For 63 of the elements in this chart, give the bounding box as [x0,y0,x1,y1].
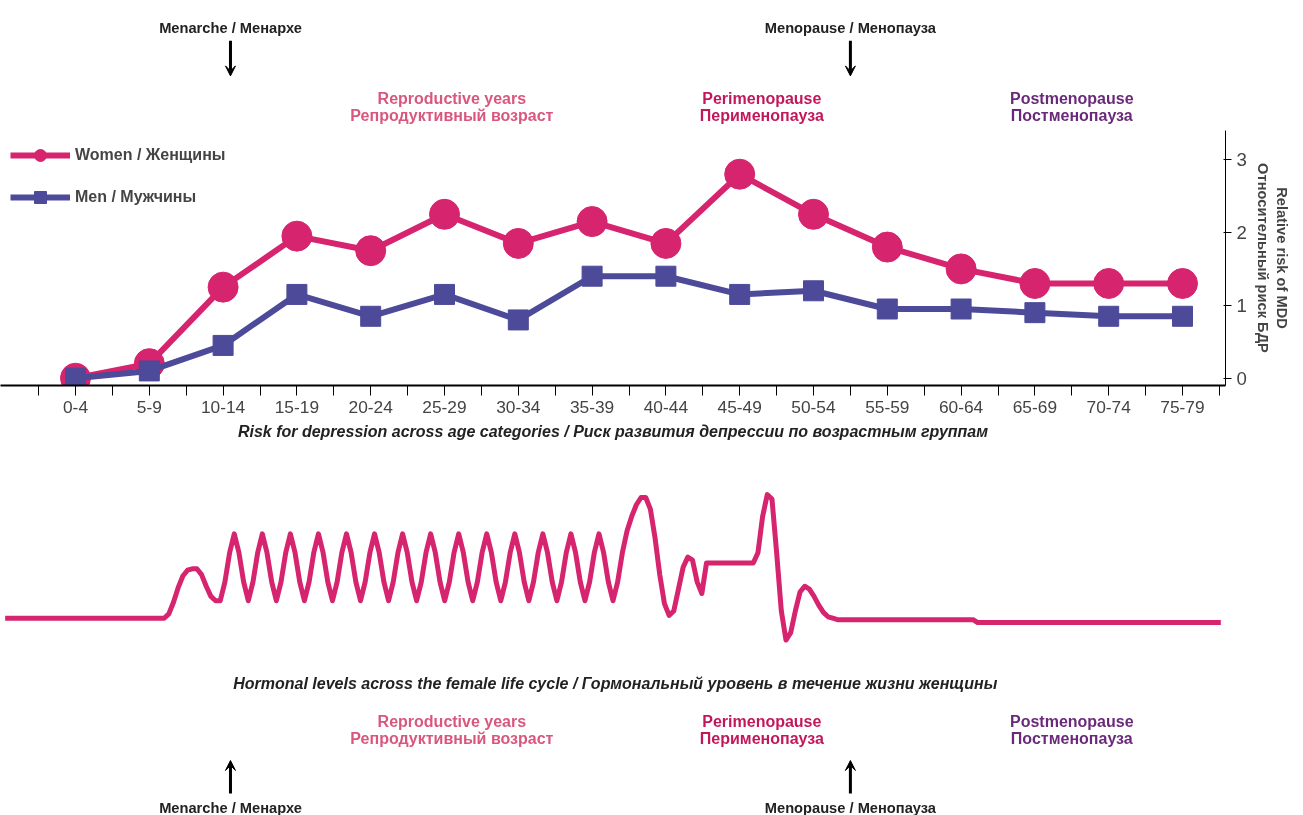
point [1024,302,1046,324]
x-tick-label: 60-64 [938,396,984,417]
legend-label: Men / Мужчины [75,188,197,206]
text: Hormonal levels across the female life cycle / Гормональный уровень в течение жизни женщины [233,675,998,693]
point [429,198,460,230]
x-tick-label: 55-59 [865,396,910,417]
x-tick-label: 10-14 [200,396,246,417]
y-tick-label: 1 [1236,294,1247,316]
x-tick-label: 65-69 [1012,396,1058,417]
x-tick-label: 35-39 [569,396,615,417]
point [207,271,239,303]
x-tick-label: 45-49 [717,396,762,417]
text: Menarche / Менархе [159,799,302,815]
point [950,298,972,320]
x-tick-label: 50-54 [791,396,837,417]
point [945,253,977,285]
text: Menopause / Менопауза [764,799,937,815]
x-tick-label: 70-74 [1086,396,1132,417]
x-tick-label: 75-79 [1160,396,1205,417]
text: Reproductive years Репродуктивный возраст [350,90,554,125]
point [655,265,677,287]
point [355,235,387,267]
point [286,283,308,305]
text: Postmenopause Постменопауза [1010,90,1134,125]
text: Perimenopause Перименопауза [699,712,824,747]
point [1098,305,1120,327]
point [724,158,756,190]
point [1167,268,1198,299]
x-tick-label: 25-29 [422,396,467,417]
x-tick-label: 40-44 [643,396,689,417]
point [581,265,603,287]
point [212,334,234,356]
point [1019,268,1051,299]
point [650,227,682,259]
y-axis-title: Relative risk of MDD Относительный риск БДР [1254,163,1291,354]
point [803,280,824,302]
text: Risk for depression across age categories / Риск развития депрессии по возрастным группам [237,422,989,440]
point [434,283,455,305]
point [876,298,898,320]
point [360,305,382,327]
point [1172,305,1193,327]
point [576,206,608,238]
y-tick-label: 3 [1236,149,1247,171]
point [281,220,313,252]
x-tick-label: 15-19 [274,396,320,417]
y-tick-label: 2 [1236,222,1247,243]
text: Menarche / Менархе [159,19,302,36]
legend-label: Women / Женщины [75,146,226,164]
x-tick-label: 20-24 [348,396,394,417]
point [502,227,534,259]
text: Reproductive years Репродуктивный возраст [350,712,554,747]
point [798,198,829,230]
x-tick-label: 30-34 [496,396,541,417]
text: Menopause / Менопауза [764,19,937,36]
x-tick-label: 5-9 [136,396,162,417]
point [1093,268,1125,299]
x-tick-label: 0-4 [62,396,89,417]
point [729,283,751,305]
point [507,309,529,331]
text: Perimenopause Перименопауза [699,90,824,125]
y-tick-label: 0 [1236,367,1247,389]
text: Postmenopause Постменопауза [1010,712,1134,747]
point [871,231,903,263]
